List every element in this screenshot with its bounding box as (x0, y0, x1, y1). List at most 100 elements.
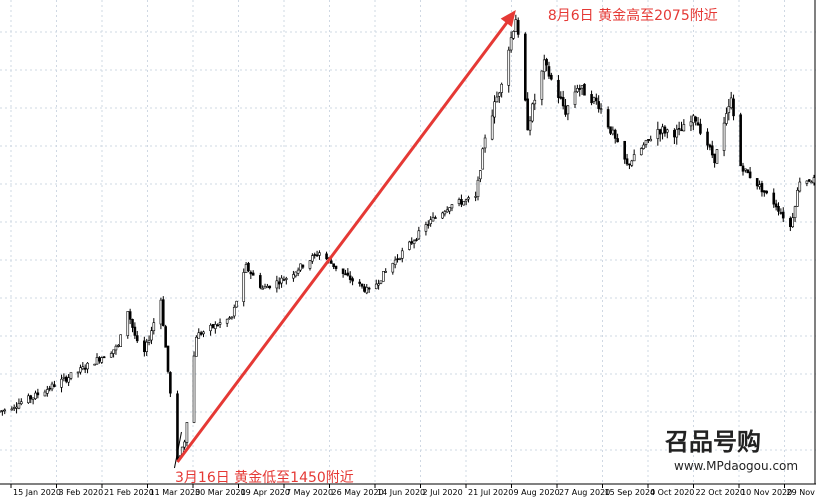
candle-body (263, 285, 267, 289)
candle-body (789, 218, 792, 228)
candle-body (542, 59, 546, 73)
candle-body (249, 271, 253, 275)
candle-body (10, 408, 14, 411)
candle-body (793, 206, 797, 218)
x-tick-label: 3 Feb 2020 (59, 488, 104, 497)
candle-body (29, 395, 33, 400)
candle-body (117, 345, 120, 347)
candle-body (145, 341, 149, 352)
candle-body (729, 97, 733, 108)
candle-body (280, 277, 283, 284)
candle-body (225, 318, 229, 324)
candle-body (632, 154, 636, 162)
candle-body (628, 163, 631, 166)
candle-body (479, 170, 482, 180)
candle-body (251, 272, 255, 276)
candle-body (176, 393, 179, 460)
x-tick-label: 15 Jan 2020 (13, 488, 61, 497)
candle-body (692, 115, 695, 124)
candle-body (765, 190, 768, 194)
candle-body (524, 33, 527, 101)
candle-body (777, 206, 780, 212)
candle-body (76, 371, 80, 374)
candle-body (119, 334, 122, 347)
candle-body (228, 317, 231, 320)
candle-body (464, 199, 468, 202)
candle-body (214, 324, 217, 329)
candle-body (36, 392, 40, 396)
candle-body (79, 367, 82, 373)
candle-body (242, 272, 246, 302)
low-marker-line (173, 431, 182, 469)
candle-body (550, 74, 553, 80)
candle-body (169, 372, 172, 394)
candle-body (126, 311, 130, 336)
candle-body (109, 353, 113, 358)
x-tick-label: 7 May 2020 (286, 488, 333, 497)
x-tick-label: 30 Mar 2020 (195, 488, 246, 497)
candle-body (396, 258, 399, 261)
candle-body (185, 422, 189, 443)
candle-body (580, 85, 584, 89)
candle-body (31, 397, 35, 400)
candle-body (630, 160, 634, 166)
candle-body (247, 262, 250, 272)
candle-body (83, 367, 87, 370)
candle-body (441, 212, 444, 219)
candle-body (483, 137, 487, 149)
candle-body (606, 109, 610, 128)
candle-body (216, 324, 219, 327)
candle-body (393, 259, 397, 265)
candle-body (798, 181, 802, 192)
candle-body (545, 59, 548, 66)
candle-body (507, 49, 511, 86)
candle-body (573, 91, 577, 105)
candle-body (609, 126, 612, 134)
candle-body (694, 116, 697, 122)
candle-body (460, 198, 463, 205)
candle-body (329, 260, 333, 264)
candle-body (746, 169, 750, 174)
candle-body (805, 180, 809, 184)
candle-body (62, 376, 66, 379)
candle-body (325, 253, 328, 260)
candle-body (86, 362, 89, 370)
candle-body (748, 171, 752, 179)
x-tick-label: 27 Aug 2020 (559, 488, 610, 497)
candle-body (616, 138, 619, 143)
candle-body (497, 92, 501, 97)
candle-body (199, 332, 203, 335)
candle-body (159, 299, 163, 325)
candle-body (732, 98, 735, 117)
x-tick-label: 9 Aug 2020 (514, 488, 560, 497)
candle-body (763, 190, 766, 193)
candle-body (292, 274, 295, 279)
candle-body (597, 101, 600, 109)
x-tick-label: 19 Apr 2020 (241, 488, 290, 497)
candle-body (301, 264, 305, 268)
candle-body (1, 410, 4, 412)
candle-body (443, 211, 447, 215)
candle-body (147, 340, 151, 343)
candle-body (230, 316, 234, 319)
candle-body (566, 105, 570, 115)
candle-body (81, 366, 85, 370)
candle-body (296, 269, 300, 274)
candle-body (195, 336, 198, 357)
candle-body (533, 99, 537, 105)
candle-body (424, 224, 428, 232)
candle-body (363, 286, 366, 292)
candle-body (713, 153, 716, 164)
candle-body (772, 192, 776, 205)
candle-body (114, 345, 118, 351)
candle-body (727, 106, 731, 113)
candle-body (791, 217, 795, 228)
candle-body (512, 31, 515, 39)
watermark-logo-text: 召品号购 (664, 428, 761, 456)
trend-arrow-head (500, 10, 516, 28)
candle-body (161, 299, 165, 326)
candle-body (531, 103, 534, 122)
watermark-url: www.MPdaogou.com (674, 459, 798, 473)
